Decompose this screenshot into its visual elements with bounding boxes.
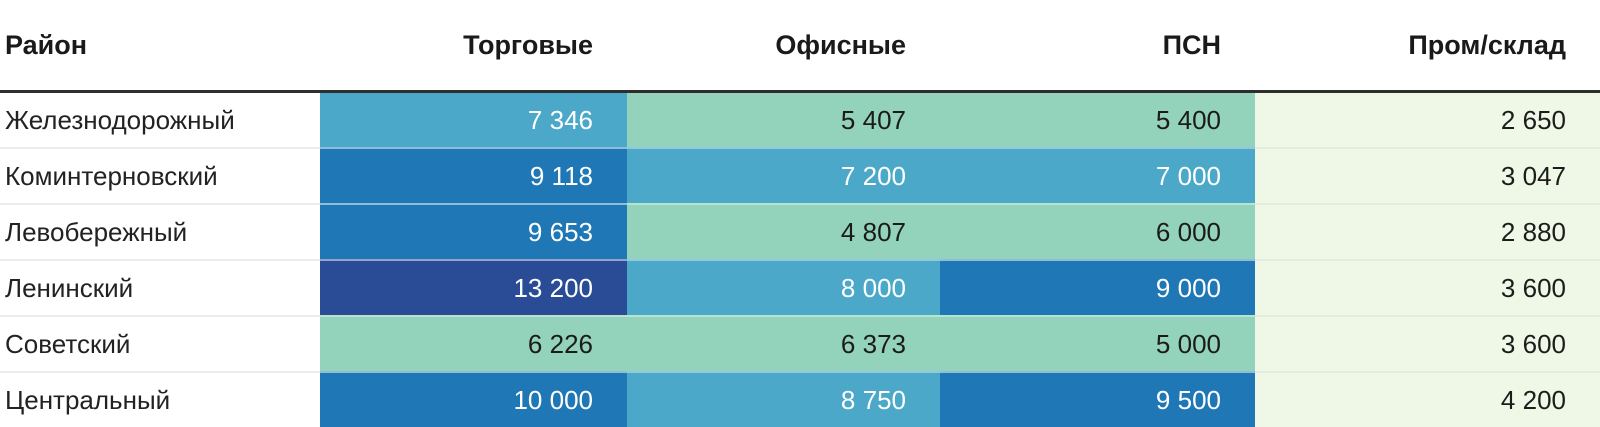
value-cell-promsklad: 3 047 xyxy=(1255,148,1600,204)
district-name-cell: Коминтерновский xyxy=(0,148,320,204)
col-header-district: Район xyxy=(0,0,320,92)
col-header-psn: ПСН xyxy=(940,0,1255,92)
value-cell-promsklad: 2 650 xyxy=(1255,92,1600,149)
value-cell-psn: 9 000 xyxy=(940,260,1255,316)
value-cell-torgovye: 13 200 xyxy=(320,260,627,316)
value-cell-ofisnye: 7 200 xyxy=(627,148,940,204)
value-cell-psn: 9 500 xyxy=(940,372,1255,427)
value-cell-psn: 5 000 xyxy=(940,316,1255,372)
district-name-cell: Ленинский xyxy=(0,260,320,316)
value-cell-psn: 7 000 xyxy=(940,148,1255,204)
value-cell-ofisnye: 8 000 xyxy=(627,260,940,316)
col-header-torgovye: Торговые xyxy=(320,0,627,92)
table-header: Район Торговые Офисные ПСН Пром/склад xyxy=(0,0,1600,92)
district-name-cell: Центральный xyxy=(0,372,320,427)
value-cell-promsklad: 3 600 xyxy=(1255,260,1600,316)
value-cell-promsklad: 3 600 xyxy=(1255,316,1600,372)
header-row: Район Торговые Офисные ПСН Пром/склад xyxy=(0,0,1600,92)
value-cell-promsklad: 2 880 xyxy=(1255,204,1600,260)
value-cell-ofisnye: 4 807 xyxy=(627,204,940,260)
value-cell-ofisnye: 8 750 xyxy=(627,372,940,427)
district-name-cell: Железнодорожный xyxy=(0,92,320,149)
value-cell-ofisnye: 5 407 xyxy=(627,92,940,149)
value-cell-torgovye: 10 000 xyxy=(320,372,627,427)
value-cell-torgovye: 6 226 xyxy=(320,316,627,372)
value-cell-torgovye: 9 118 xyxy=(320,148,627,204)
district-name-cell: Левобережный xyxy=(0,204,320,260)
value-cell-torgovye: 7 346 xyxy=(320,92,627,149)
col-header-ofisnye: Офисные xyxy=(627,0,940,92)
value-cell-promsklad: 4 200 xyxy=(1255,372,1600,427)
value-cell-psn: 5 400 xyxy=(940,92,1255,149)
col-header-promsklad: Пром/склад xyxy=(1255,0,1600,92)
district-name-cell: Советский xyxy=(0,316,320,372)
value-cell-torgovye: 9 653 xyxy=(320,204,627,260)
value-cell-psn: 6 000 xyxy=(940,204,1255,260)
value-cell-ofisnye: 6 373 xyxy=(627,316,940,372)
